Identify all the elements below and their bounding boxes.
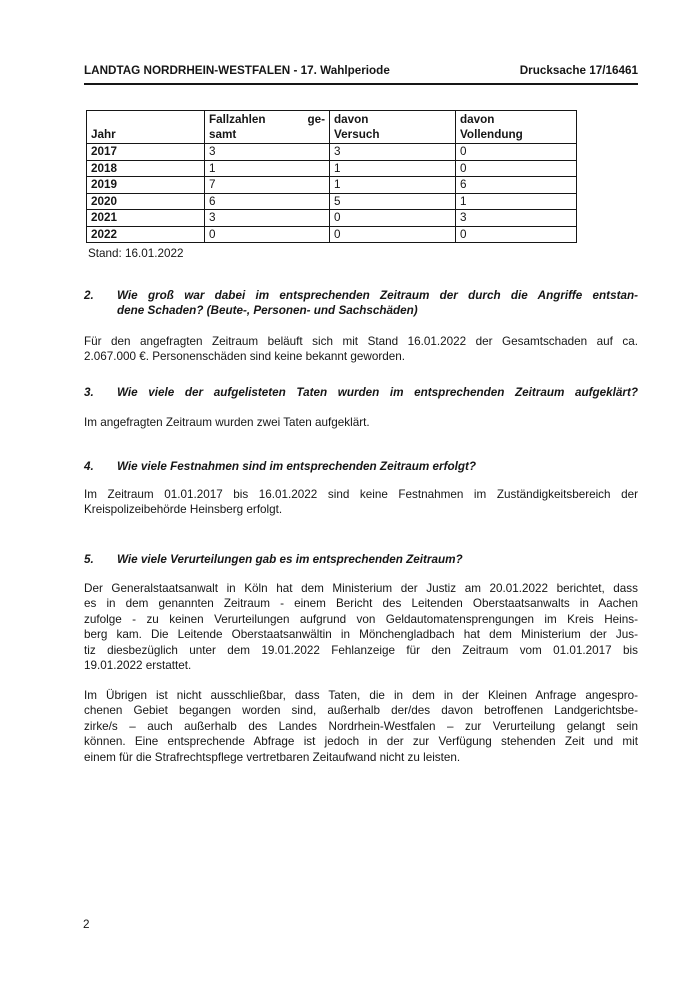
question-text: Wie groß war dabei im entsprechenden Zei… [117, 288, 638, 319]
question-text: Wie viele Verurteilungen gab es im entsp… [117, 552, 638, 567]
cell-value: 0 [329, 209, 456, 227]
column-header-davon-versuch: davon Versuch [329, 109, 456, 145]
cell-value: 0 [455, 159, 577, 178]
table-row: 2020 6 5 1 [86, 192, 577, 211]
table-row: 2017 3 3 0 [86, 143, 577, 161]
table-row: 2021 3 0 3 [86, 209, 577, 227]
column-header-label: Vollendung [460, 128, 523, 142]
text-line: 2.067.000 €. Personenschäden sind keine … [84, 350, 405, 364]
answer-paragraph: Im angefragten Zeitraum wurden zwei Tate… [84, 415, 638, 430]
column-header-label: Versuch [334, 128, 380, 142]
question-number: 4. [84, 460, 94, 473]
cell-value: 6 [204, 192, 330, 211]
cell-jahr: 2017 [86, 143, 205, 161]
table-caption-stand: Stand: 16.01.2022 [88, 247, 184, 260]
column-header-davon-vollendung: davon Vollendung [455, 109, 577, 145]
column-header-label: Jahr [91, 128, 116, 142]
text-line: berg kam. Die Leitende Oberstaatsanwälti… [84, 628, 638, 642]
text-line: Wie viele der aufgelisteten Taten wurden… [117, 386, 638, 399]
page-header: LANDTAG NORDRHEIN-WESTFALEN - 17. Wahlpe… [84, 64, 638, 78]
text-line: Wie groß war dabei im entsprechenden Zei… [117, 289, 638, 302]
cell-value: 0 [455, 225, 577, 244]
text-line: es in dem genannten Zeitraum - einem Ber… [84, 597, 638, 611]
cell-value: 3 [329, 143, 456, 161]
table-row: 2022 0 0 0 [86, 225, 577, 244]
cell-value: 0 [329, 225, 456, 244]
question-text: Wie viele Festnahmen sind im entsprechen… [117, 459, 638, 474]
question-text: Wie viele der aufgelisteten Taten wurden… [117, 385, 638, 400]
text-line: Im angefragten Zeitraum wurden zwei Tate… [84, 416, 370, 429]
text-line: 19.01.2022 erstattet. [84, 659, 192, 673]
question-heading-q4: 4. Wie viele Festnahmen sind im entsprech… [84, 459, 638, 474]
text-line: einem für die Strafrechtspflege vertretb… [84, 750, 461, 764]
question-number: 2. [84, 289, 94, 302]
text-line: chenen Gebiet begangen worden sind, auße… [84, 704, 638, 718]
table-header-row: Jahr Fallzahlen ge- samt davon Versuch d… [86, 109, 577, 145]
column-header-label: davon [334, 113, 369, 126]
cell-jahr: 2022 [86, 225, 205, 244]
column-header-label: ge- [307, 113, 325, 126]
cell-jahr: 2019 [86, 176, 205, 194]
cell-jahr: 2018 [86, 159, 205, 178]
answer-paragraph: Für den angefragten Zeitraum beläuft sic… [84, 334, 638, 365]
column-header-label: Fallzahlen [209, 113, 266, 126]
column-header-line: Fallzahlen ge- [209, 112, 325, 127]
cell-value: 1 [329, 176, 456, 194]
case-numbers-table: Jahr Fallzahlen ge- samt davon Versuch d… [86, 109, 577, 244]
text-line: Wie viele Verurteilungen gab es im entsp… [117, 553, 463, 566]
answer-paragraph: Der Generalstaatsanwalt in Köln hat dem … [84, 581, 638, 674]
text-line: dene Schaden? (Beute-, Personen- und Sac… [117, 304, 418, 318]
cell-value: 3 [204, 209, 330, 227]
cell-value: 7 [204, 176, 330, 194]
header-left-title: LANDTAG NORDRHEIN-WESTFALEN - 17. Wahlpe… [84, 64, 390, 77]
text-line: tiz diesbezüglich unter dem 19.01.2022 F… [84, 643, 638, 657]
text-line: Wie viele Festnahmen sind im entsprechen… [117, 460, 477, 473]
question-heading-q2: 2. Wie groß war dabei im entsprechenden Z… [84, 288, 638, 319]
cell-jahr: 2020 [86, 192, 205, 211]
question-number: 5. [84, 553, 94, 566]
column-header-jahr: Jahr [86, 109, 205, 145]
header-right-doc-number: Drucksache 17/16461 [519, 64, 638, 77]
text-line: Im Übrigen ist nicht ausschließbar, dass… [84, 689, 638, 702]
table-row: 2018 1 1 0 [86, 159, 577, 178]
text-line: zirke/s – auch außerhalb des Landes Nord… [84, 719, 638, 733]
table-body: 2017 3 3 0 2018 1 1 0 2019 7 1 6 2020 6 5 1 2021 3 0 3 2022 0… [86, 143, 577, 244]
text-line: Im Zeitraum 01.01.2017 bis 16.01.2022 si… [84, 488, 638, 501]
question-number: 3. [84, 386, 94, 399]
answer-paragraph: Im Übrigen ist nicht ausschließbar, dass… [84, 688, 638, 765]
question-heading-q3: 3. Wie viele der aufgelisteten Taten wurd… [84, 385, 638, 400]
text-line: zufolge - zu keinen Verurteilungen aufgr… [84, 612, 638, 626]
cell-value: 3 [455, 209, 577, 227]
cell-value: 0 [455, 143, 577, 161]
page-number: 2 [83, 918, 90, 931]
table-row: 2019 7 1 6 [86, 176, 577, 194]
header-rule [84, 83, 638, 85]
column-header-label: davon [460, 113, 495, 126]
cell-value: 0 [204, 225, 330, 244]
column-header-fallzahlen-gesamt: Fallzahlen ge- samt [204, 109, 330, 145]
cell-value: 5 [329, 192, 456, 211]
answer-paragraph: Im Zeitraum 01.01.2017 bis 16.01.2022 si… [84, 487, 638, 518]
text-line: Für den angefragten Zeitraum beläuft sic… [84, 335, 638, 348]
cell-value: 3 [204, 143, 330, 161]
cell-value: 1 [329, 159, 456, 178]
question-heading-q5: 5. Wie viele Verurteilungen gab es im ent… [84, 552, 638, 567]
cell-jahr: 2021 [86, 209, 205, 227]
cell-value: 1 [204, 159, 330, 178]
text-line: Kreispolizeibehörde Heinsberg erfolgt. [84, 503, 283, 517]
text-line: Der Generalstaatsanwalt in Köln hat dem … [84, 582, 638, 595]
text-line: können. Eine entsprechende Abfrage ist j… [84, 735, 638, 749]
cell-value: 1 [455, 192, 577, 211]
column-header-label: samt [209, 128, 237, 142]
cell-value: 6 [455, 176, 577, 194]
